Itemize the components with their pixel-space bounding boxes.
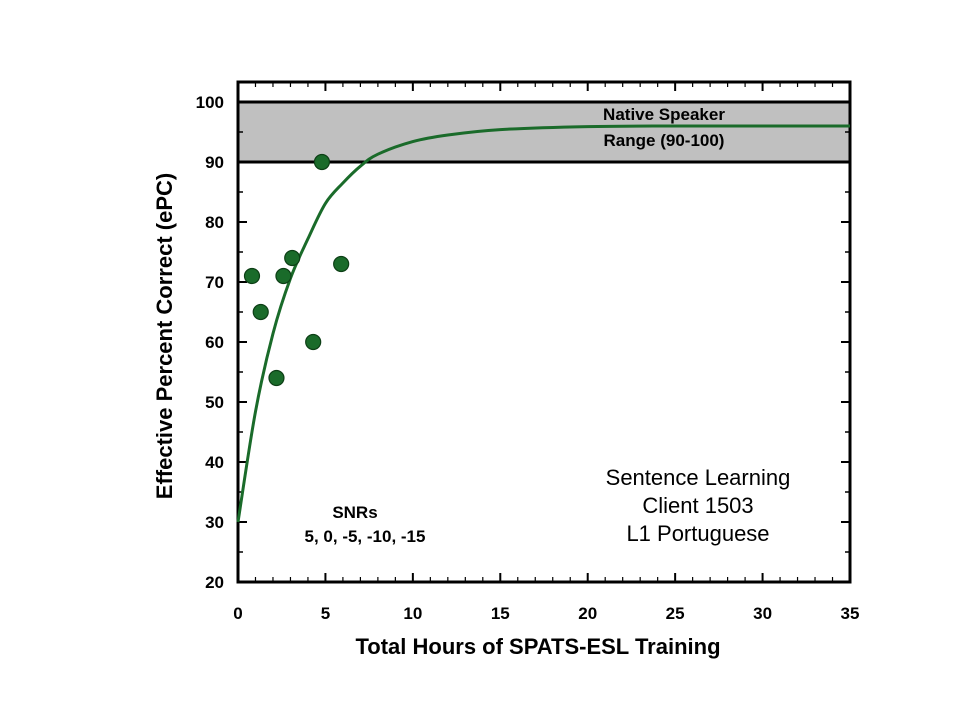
y-tick-label: 70 [205, 273, 224, 292]
info-line2: Client 1503 [642, 493, 753, 518]
data-point [252, 303, 269, 321]
x-tick-label: 0 [233, 604, 242, 623]
y-axis-title: Effective Percent Correct (ePC) [152, 173, 177, 499]
y-tick-label: 90 [205, 153, 224, 172]
y-tick-label: 50 [205, 393, 224, 412]
y-tick-label: 60 [205, 333, 224, 352]
snr-title: SNRs [332, 503, 377, 522]
x-tick-label: 10 [403, 604, 422, 623]
x-tick-label: 25 [666, 604, 685, 623]
fit-curve-layer [236, 124, 851, 523]
x-axis-title: Total Hours of SPATS-ESL Training [355, 634, 720, 659]
y-tick-label: 40 [205, 453, 224, 472]
axis-ticks: 20 30 40 50 60 70 80 90 100 0 5 10 15 20 25 30 35 [196, 82, 860, 623]
data-point [313, 153, 331, 171]
band-label-line1: Native Speaker [603, 105, 725, 124]
data-points-layer [243, 153, 350, 387]
native-speaker-band-layer [236, 100, 852, 164]
x-tick-label: 35 [841, 604, 860, 623]
x-tick-label: 30 [753, 604, 772, 623]
data-point [268, 369, 285, 387]
band-label-line2: Range (90-100) [604, 131, 725, 150]
info-line1: Sentence Learning [606, 465, 791, 490]
plot-area-frame [236, 80, 852, 584]
y-tick-label: 20 [205, 573, 224, 592]
data-point [284, 249, 301, 267]
data-point [305, 333, 322, 351]
data-point [243, 267, 261, 285]
fit-curve [236, 124, 851, 523]
y-tick-label: 80 [205, 213, 224, 232]
x-tick-label: 20 [578, 604, 597, 623]
native-speaker-band [236, 100, 852, 164]
data-point [333, 255, 350, 273]
x-tick-label: 15 [491, 604, 510, 623]
snr-values: 5, 0, -5, -10, -15 [305, 527, 426, 546]
data-point [275, 267, 292, 285]
y-tick-label: 30 [205, 513, 224, 532]
info-line3: L1 Portuguese [626, 521, 769, 546]
x-tick-label: 5 [321, 604, 330, 623]
y-tick-label: 100 [196, 93, 224, 112]
